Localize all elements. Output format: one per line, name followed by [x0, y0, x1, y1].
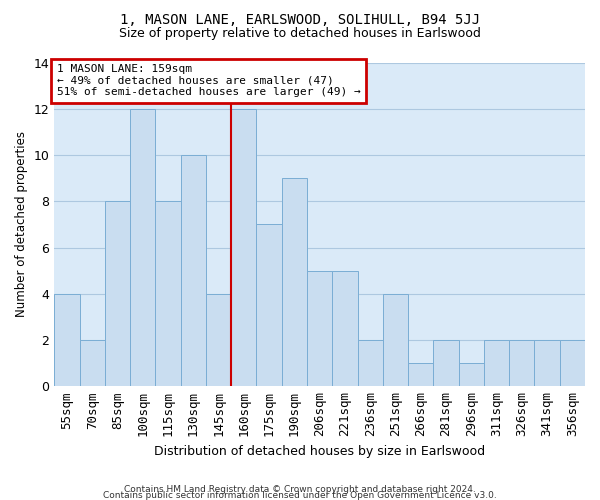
Bar — [509, 340, 535, 386]
Bar — [256, 224, 282, 386]
Bar — [155, 202, 181, 386]
Bar — [181, 155, 206, 386]
Text: Size of property relative to detached houses in Earlswood: Size of property relative to detached ho… — [119, 28, 481, 40]
Bar — [231, 109, 256, 386]
Bar — [105, 202, 130, 386]
Text: Contains public sector information licensed under the Open Government Licence v3: Contains public sector information licen… — [103, 491, 497, 500]
Bar — [307, 270, 332, 386]
Bar — [130, 109, 155, 386]
Bar — [80, 340, 105, 386]
Bar — [458, 363, 484, 386]
Bar — [358, 340, 383, 386]
Bar — [282, 178, 307, 386]
Bar — [535, 340, 560, 386]
Text: 1, MASON LANE, EARLSWOOD, SOLIHULL, B94 5JJ: 1, MASON LANE, EARLSWOOD, SOLIHULL, B94 … — [120, 12, 480, 26]
Bar — [206, 294, 231, 386]
Bar — [383, 294, 408, 386]
Bar — [560, 340, 585, 386]
Bar — [54, 294, 80, 386]
Y-axis label: Number of detached properties: Number of detached properties — [15, 132, 28, 318]
Bar — [408, 363, 433, 386]
X-axis label: Distribution of detached houses by size in Earlswood: Distribution of detached houses by size … — [154, 444, 485, 458]
Bar — [484, 340, 509, 386]
Text: Contains HM Land Registry data © Crown copyright and database right 2024.: Contains HM Land Registry data © Crown c… — [124, 484, 476, 494]
Text: 1 MASON LANE: 159sqm
← 49% of detached houses are smaller (47)
51% of semi-detac: 1 MASON LANE: 159sqm ← 49% of detached h… — [57, 64, 361, 98]
Bar — [332, 270, 358, 386]
Bar — [433, 340, 458, 386]
